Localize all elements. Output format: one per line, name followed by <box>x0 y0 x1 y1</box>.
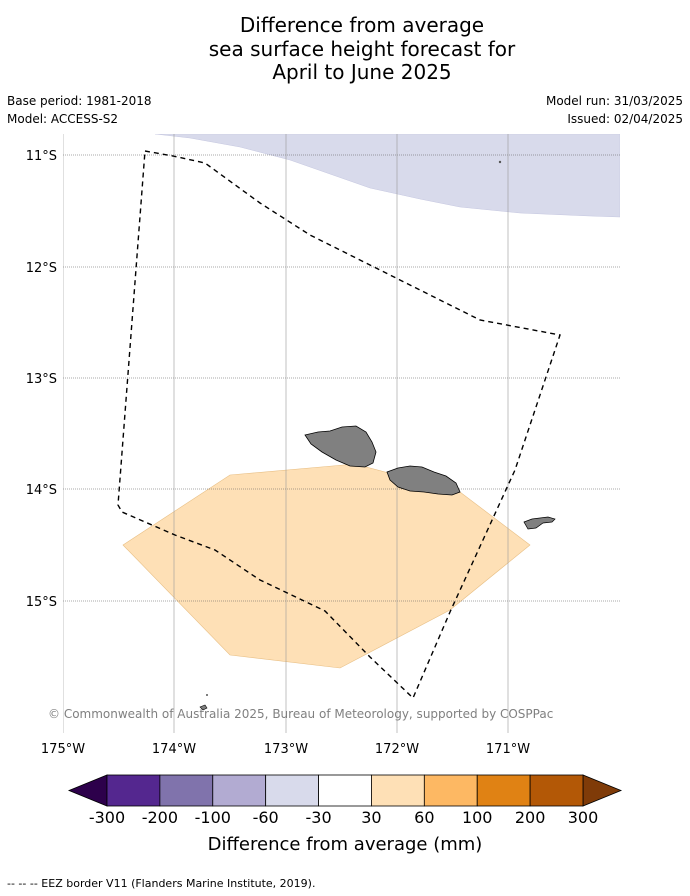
map-plot-area <box>63 134 620 733</box>
eez-legend-note: -- -- -- EEZ border V11 (Flanders Marine… <box>7 877 316 890</box>
colorbar-segment-8 <box>529 774 584 807</box>
colorbar-segment-5 <box>371 774 425 807</box>
colorbar-tick-label: -30 <box>305 808 331 827</box>
anomaly-region-positive <box>122 463 531 669</box>
lat-label-14s: 14°S <box>26 483 57 498</box>
lat-labels: 11°S 12°S 13°S 14°S 15°S <box>26 149 57 610</box>
base-period: Base period: 1981-2018 <box>7 94 152 108</box>
colorbar-segment-1 <box>159 774 214 807</box>
title-line-2: sea surface height forecast for <box>208 36 516 61</box>
colorbar-over-arrow <box>582 774 623 807</box>
upolu-island <box>386 465 461 496</box>
colorbar-tick-label: -300 <box>89 808 125 827</box>
colorbar-tick-label: 30 <box>361 808 381 827</box>
copyright-text: © Commonwealth of Australia 2025, Bureau… <box>48 707 553 721</box>
issued-date: Issued: 02/04/2025 <box>567 112 683 126</box>
small-islet-north <box>498 160 502 164</box>
colorbar-segment-7 <box>476 774 531 807</box>
lon-label-174w: 174°W <box>152 742 196 757</box>
lon-label-175w: 175°W <box>41 742 85 757</box>
anomaly-region-negative <box>154 134 620 218</box>
lat-gridlines <box>63 154 620 602</box>
small-islet-south <box>206 694 208 696</box>
eez-border <box>117 150 561 700</box>
lon-label-172w: 172°W <box>375 742 419 757</box>
colorbar-label: Difference from average (mm) <box>208 834 483 855</box>
tutuila-island <box>523 516 556 530</box>
lon-label-173w: 173°W <box>264 742 308 757</box>
meta-right: Model run: 31/03/2025 Issued: 02/04/2025 <box>546 94 683 130</box>
colorbar-under-arrow <box>67 774 108 807</box>
lat-label-13s: 13°S <box>26 372 57 387</box>
colorbar-segment-3 <box>265 774 319 807</box>
small-islet <box>199 704 208 711</box>
colorbar-tick-label: -200 <box>142 808 178 827</box>
model-name: Model: ACCESS-S2 <box>7 112 119 126</box>
colorbar-tick-label: 200 <box>515 808 546 827</box>
colorbar-segment-4 <box>318 774 372 807</box>
lon-label-171w: 171°W <box>486 742 530 757</box>
map-title: Difference from average sea surface heig… <box>0 13 690 85</box>
lon-labels: 175°W 174°W 173°W 172°W 171°W <box>41 742 530 757</box>
colorbar-segment-2 <box>212 774 267 807</box>
title-line-3: April to June 2025 <box>272 60 452 84</box>
lon-gridlines <box>63 134 509 733</box>
colorbar-tick-label: 60 <box>414 808 434 827</box>
lat-label-11s: 11°S <box>26 149 57 164</box>
colorbar: -300 -200 -100 -60 -30 30 60 100 200 300 <box>67 774 623 827</box>
lat-label-12s: 12°S <box>26 261 57 276</box>
colorbar-segment-0 <box>106 774 161 807</box>
title-line-1: Difference from average <box>239 13 485 37</box>
savaii-island <box>304 425 377 468</box>
colorbar-segment-6 <box>423 774 478 807</box>
colorbar-tick-label: 100 <box>462 808 493 827</box>
model-run: Model run: 31/03/2025 <box>545 94 683 108</box>
colorbar-tick-label: 300 <box>568 808 599 827</box>
lat-label-15s: 15°S <box>26 595 57 610</box>
colorbar-tick-label: -60 <box>253 808 279 827</box>
colorbar-tick-label: -100 <box>195 808 231 827</box>
meta-left: Base period: 1981-2018 Model: ACCESS-S2 <box>7 94 152 130</box>
